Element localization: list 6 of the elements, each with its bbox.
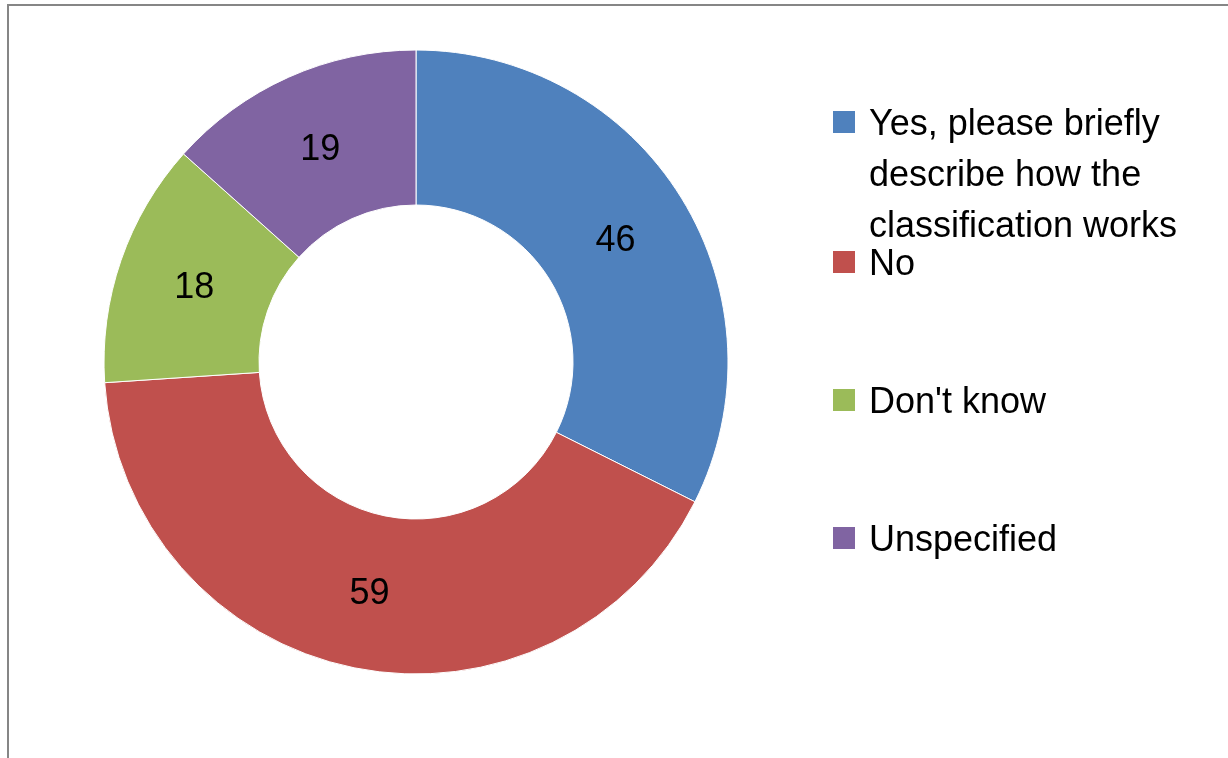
data-label: 46 — [595, 218, 636, 260]
legend-label: Unspecified — [869, 517, 1058, 559]
legend-label: Don't know — [869, 379, 1047, 421]
data-label: 19 — [300, 127, 341, 169]
data-label: 59 — [349, 571, 390, 613]
data-label: 18 — [174, 265, 215, 307]
